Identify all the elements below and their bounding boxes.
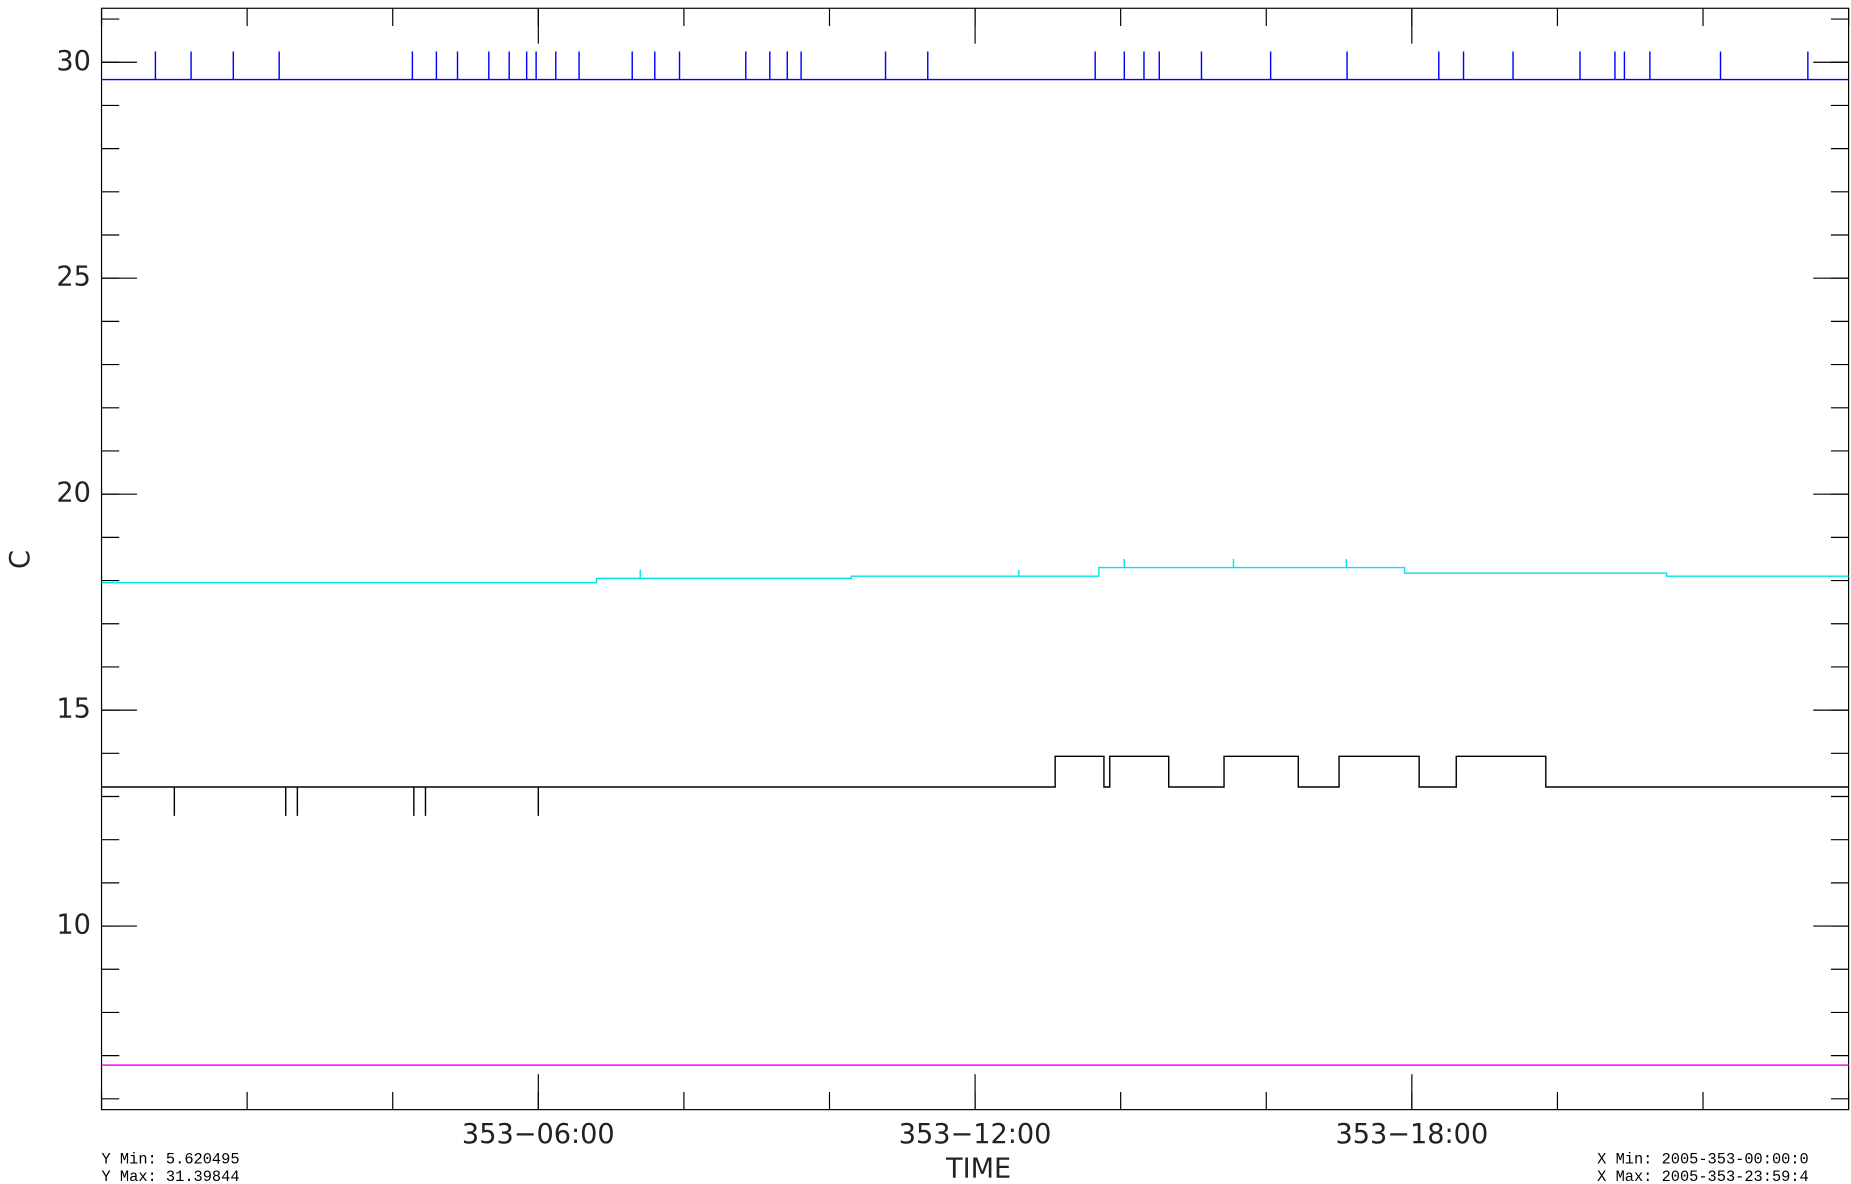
y-tick-label: 10	[56, 910, 91, 941]
y-min-text: Y Min: 5.620495	[102, 1150, 240, 1168]
y-tick-label: 30	[56, 46, 91, 77]
y-axis-label: C	[5, 550, 36, 569]
y-tick-label: 20	[56, 478, 91, 509]
x-min-text: X Min: 2005-353-00:00:0	[1597, 1150, 1809, 1168]
x-tick-label: 353−12:00	[899, 1119, 1052, 1150]
y-tick-label: 25	[56, 262, 91, 293]
x-tick-label: 353−18:00	[1335, 1119, 1488, 1150]
y-max-text: Y Max: 31.39844	[102, 1168, 240, 1184]
series-line	[101, 51, 1849, 81]
series-line	[101, 755, 1849, 816]
x-axis-label: TIME	[945, 1153, 1011, 1184]
series-line	[101, 558, 1849, 584]
y-tick-label: 15	[56, 694, 91, 725]
x-tick-label: 353−06:00	[462, 1119, 615, 1150]
x-max-text: X Max: 2005-353-23:59:4	[1597, 1168, 1809, 1184]
